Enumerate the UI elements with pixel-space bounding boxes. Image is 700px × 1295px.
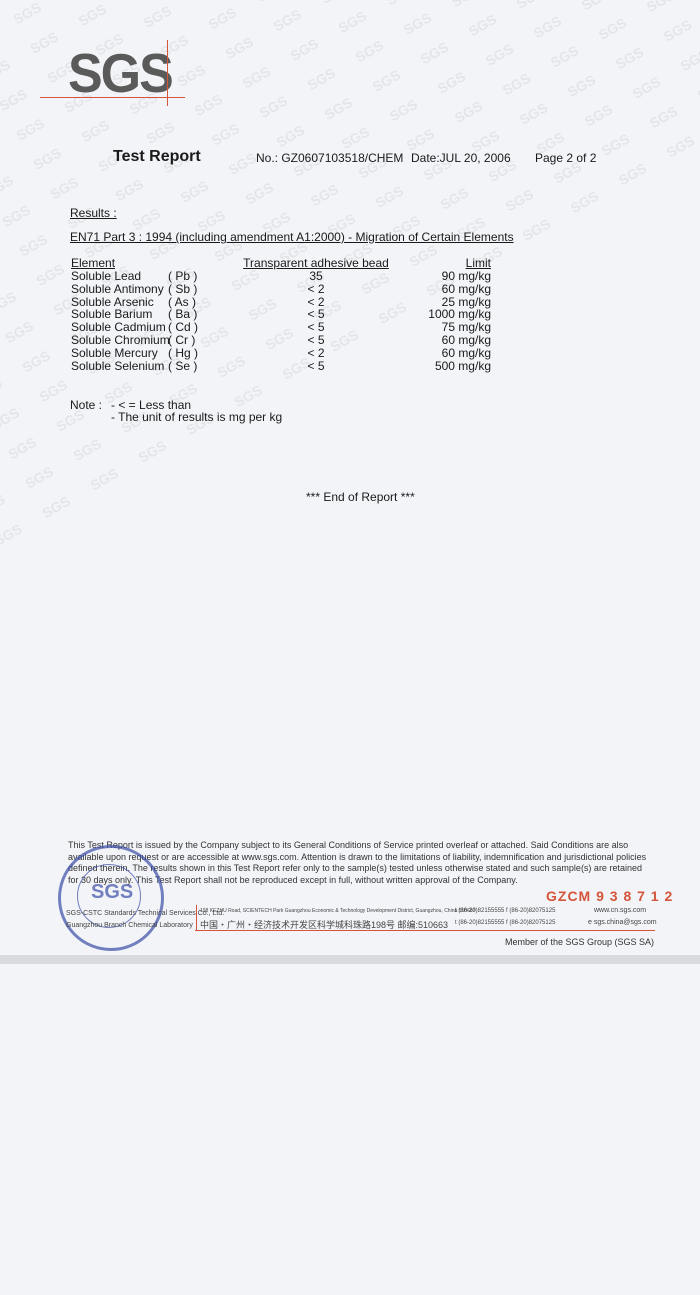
address-chinese: 中国・广州・经济技术开发区科学城科珠路198号 邮编:510663 [200,920,449,930]
element-name: Soluble Barium [71,307,153,322]
element-name: Soluble Mercury [71,345,158,360]
element-symbol: ( Se ) [168,358,198,373]
limit-value: 90 mg/kg [441,269,491,283]
element-symbol: ( Ba ) [168,307,198,322]
member-line: Member of the SGS Group (SGS SA) [505,937,655,947]
footer-rule [195,930,655,931]
result-value: < 5 [307,307,325,322]
element-symbol: ( Pb ) [168,269,198,283]
element-symbol: ( As ) [168,294,197,309]
element-name: Soluble Chromium [71,333,170,347]
standard-heading: EN71 Part 3 : 1994 (including amendment … [70,230,514,244]
element-name: Soluble Cadmium [71,320,166,335]
limit-value: 60 mg/kg [441,345,491,360]
column-header-limit: Limit [465,256,491,270]
element-symbol: ( Cr ) [168,333,196,347]
end-of-report: *** End of Report *** [306,490,415,504]
phone-fax-2: t (86-20)82155555 f (86-20)82075125 [455,920,556,926]
results-label: Results : [70,206,117,220]
lab-name: Guangzhou Branch Chemical Laboratory [66,922,193,929]
table-row: Soluble Mercury ( Hg ) < 2 60 mg/kg [71,345,491,360]
sgs-logo: SGS [68,43,174,105]
report-title: Test Report [113,148,201,165]
report-number: No.: GZ0607103518/CHEM [256,151,404,165]
element-symbol: ( Sb ) [168,281,198,296]
column-header-sample: Transparent adhesive bead [243,256,389,270]
disclaimer: This Test Report is issued by the Compan… [68,840,647,885]
result-value: < 2 [307,281,325,296]
limit-value: 25 mg/kg [441,294,491,309]
note-line-1: - < = Less than [111,398,192,412]
column-header-element: Element [71,256,116,270]
limit-value: 60 mg/kg [441,333,491,347]
result-value: 35 [309,269,323,283]
logo-rule-horizontal [40,97,185,98]
element-symbol: ( Cd ) [168,320,198,335]
limit-value: 1000 mg/kg [428,307,491,322]
note-label: Note : [70,398,103,412]
scan-edge [0,955,700,964]
email: e sgs.china@sgs.com [588,919,657,926]
company-name: SGS-CSTC Standards Technical Services Co… [66,910,225,917]
table-row: Soluble Barium ( Ba ) < 5 1000 mg/kg [71,307,491,322]
result-value: < 5 [307,320,325,335]
limit-value: 75 mg/kg [441,320,491,335]
address-english: 198 KEZHU Road, SCIENTECH Park Guangzhou… [200,908,476,914]
element-name: Soluble Arsenic [71,294,154,309]
page-number: Page 2 of 2 [535,151,597,165]
element-symbol: ( Hg ) [168,345,198,360]
footer-separator [196,905,197,931]
table-row: Soluble Lead ( Pb ) 35 90 mg/kg [71,269,491,283]
element-name: Soluble Lead [71,269,142,283]
serial-number: GZCM 9 3 8 7 1 2 [546,888,674,904]
limit-value: 500 mg/kg [434,358,491,373]
result-value: < 2 [307,294,325,309]
report-date: Date:JUL 20, 2006 [411,151,511,165]
table-row: Soluble Cadmium( Cd ) < 5 75 mg/kg [71,320,491,335]
website: www.cn.sgs.com [594,907,647,914]
result-value: < 5 [307,358,325,373]
table-row: Soluble Arsenic ( As ) < 2 25 mg/kg [71,294,491,309]
element-name: Soluble Antimony [71,281,164,296]
result-value: < 2 [307,345,325,360]
table-row: Soluble Antimony ( Sb ) < 2 60 mg/kg [71,281,491,296]
company-stamp: SGS [58,845,164,951]
table-row: Soluble Chromium( Cr ) < 5 60 mg/kg [71,333,491,347]
result-value: < 5 [307,333,325,347]
element-name: Soluble Selenium [71,358,165,373]
limit-value: 60 mg/kg [441,281,491,296]
logo-rule-vertical [167,40,168,106]
phone-fax-1: t (86-20)82155555 f (86-20)82075125 [455,908,556,914]
table-row: Soluble Selenium( Se ) < 5 500 mg/kg [71,358,491,373]
table-header: Element Transparent adhesive bead Limit [71,256,491,270]
note-line-2: - The unit of results is mg per kg [111,410,283,424]
